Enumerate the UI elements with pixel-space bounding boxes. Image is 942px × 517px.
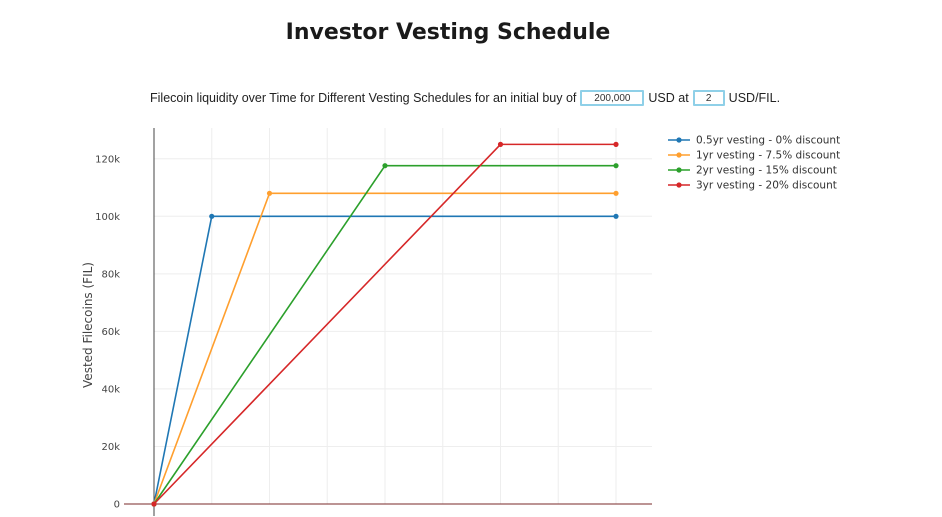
usd-amount-input[interactable] [580, 90, 645, 106]
series-4-point [151, 501, 157, 507]
y-tick-label: 120k [95, 154, 120, 165]
vesting-controls: Filecoin liquidity over Time for Differe… [150, 90, 780, 106]
y-axis-title: Vested Filecoins (FIL) [81, 262, 95, 388]
y-tick-label: 80k [101, 269, 120, 280]
y-tick-label: 0 [114, 500, 120, 511]
chart-axes: 0 20k 40k 60k 80k 100k 120k Vested Filecoins (F… [81, 128, 652, 516]
series-2-point [266, 190, 273, 196]
controls-description: Filecoin liquidity over Time for Differe… [150, 91, 577, 105]
series-4-point [613, 141, 619, 147]
chart-legend: 0.5yr vesting - 0% discount 1yr vesting -… [668, 135, 840, 192]
chart-series [151, 141, 619, 507]
legend-marker-3 [676, 167, 682, 173]
series-1-point [613, 213, 619, 219]
legend-label-3: 2yr vesting - 15% discount [696, 165, 837, 177]
y-tick-label: 60k [101, 327, 120, 338]
y-tick-label: 100k [95, 212, 120, 223]
y-tick-label: 40k [101, 384, 120, 395]
chart-gridlines [154, 128, 652, 504]
series-1-point [209, 213, 215, 219]
legend-marker-1 [676, 137, 682, 143]
y-tick-label: 20k [101, 442, 120, 453]
usd-per-fil-label: USD/FIL. [728, 91, 781, 105]
fil-price-input[interactable] [692, 90, 725, 106]
page-title: Investor Vesting Schedule [285, 20, 611, 45]
legend-label-2: 1yr vesting - 7.5% discount [696, 150, 840, 162]
series-3-point [613, 163, 619, 169]
series-2-point [613, 190, 619, 196]
series-3-point [382, 163, 388, 169]
legend-label-4: 3yr vesting - 20% discount [696, 180, 837, 192]
legend-label-1: 0.5yr vesting - 0% discount [696, 135, 840, 147]
usd-at-label: USD at [648, 91, 689, 105]
series-4-point [497, 141, 504, 147]
legend-marker-4 [676, 182, 682, 188]
legend-marker-2 [676, 152, 682, 158]
